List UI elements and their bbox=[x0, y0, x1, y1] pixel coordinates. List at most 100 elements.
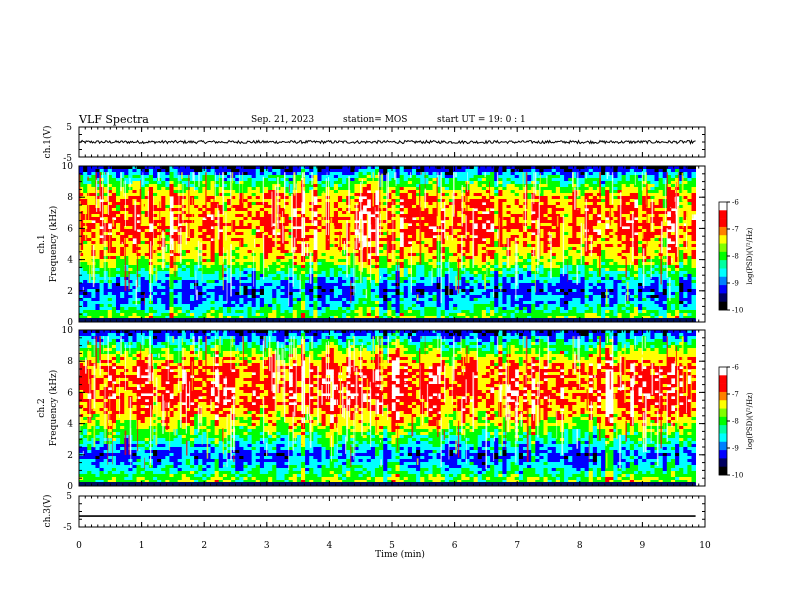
spectrogram-cell bbox=[83, 268, 92, 272]
spectrogram-streak bbox=[346, 220, 348, 278]
spectrogram-cell bbox=[140, 241, 146, 245]
spectrogram-cell bbox=[231, 253, 240, 257]
spectrogram-cell bbox=[116, 178, 121, 182]
spectrogram-cell bbox=[551, 244, 561, 248]
spectrogram-cell bbox=[296, 262, 306, 266]
spectrogram-cell bbox=[679, 241, 684, 245]
spectrogram-cell bbox=[198, 256, 203, 260]
spectrogram-cell bbox=[605, 283, 614, 287]
spectrogram-cell bbox=[321, 295, 327, 299]
spectrogram-cell bbox=[387, 232, 392, 236]
spectrogram-cell bbox=[313, 313, 318, 317]
spectrogram-streak bbox=[294, 174, 296, 188]
spectrogram-streak bbox=[213, 198, 215, 259]
spectrogram-cell bbox=[506, 295, 512, 299]
spectrogram-cell bbox=[140, 268, 146, 272]
spectrogram-cell bbox=[157, 301, 162, 305]
spectrogram-cell bbox=[609, 172, 618, 176]
spectrogram-streak bbox=[461, 235, 463, 270]
spectrogram-cell bbox=[255, 166, 261, 170]
spectrogram-cell bbox=[485, 259, 495, 263]
spectrogram-cell bbox=[666, 217, 676, 221]
spectrogram-cell bbox=[210, 187, 216, 191]
spectrogram-cell bbox=[181, 301, 203, 305]
spectrogram-cell bbox=[152, 301, 158, 305]
spectrogram-streak bbox=[528, 213, 530, 218]
spectrogram-cell bbox=[428, 193, 442, 197]
spectrogram-cell bbox=[165, 280, 170, 284]
spectrogram-cell bbox=[679, 166, 684, 170]
spectrogram-cell bbox=[235, 232, 244, 236]
spectrogram-cell bbox=[116, 247, 121, 251]
spectrogram-cell bbox=[403, 268, 409, 272]
spectrogram-cell bbox=[436, 330, 446, 334]
spectrogram-cell bbox=[679, 235, 684, 239]
spectrogram-cell bbox=[588, 289, 610, 293]
spectrogram-cell bbox=[461, 289, 466, 293]
spectrogram-cell bbox=[407, 262, 417, 266]
spectrogram-cell bbox=[424, 241, 433, 245]
spectrogram-cell bbox=[140, 286, 150, 290]
spectrogram-cell bbox=[580, 229, 586, 233]
spectrogram-cell bbox=[633, 247, 639, 251]
spectrogram-cell bbox=[169, 262, 174, 266]
spectrogram-cell bbox=[387, 208, 401, 212]
spectrogram-cell bbox=[432, 295, 438, 299]
spectrogram-cell bbox=[79, 190, 84, 194]
spectrogram-cell bbox=[181, 295, 191, 299]
spectrogram-cell bbox=[457, 223, 462, 227]
spectrogram-cell bbox=[231, 196, 236, 200]
spectrogram-cell bbox=[498, 241, 503, 245]
spectrogram-cell bbox=[490, 220, 495, 224]
spectrogram-cell bbox=[601, 169, 606, 173]
spectrogram-cell bbox=[527, 253, 532, 257]
spectrogram-cell bbox=[79, 244, 84, 248]
spectrogram-cell bbox=[617, 310, 627, 314]
spectrogram-cell bbox=[152, 292, 158, 296]
spectrogram-cell bbox=[99, 214, 117, 218]
spectrogram-cell bbox=[387, 301, 392, 305]
spectrogram-cell bbox=[485, 286, 495, 290]
spectrogram-cell bbox=[670, 292, 676, 296]
spectrogram-cell bbox=[555, 226, 561, 230]
spectrogram-cell bbox=[527, 274, 532, 278]
spectrogram-cell bbox=[613, 232, 635, 236]
spectrogram-cell bbox=[485, 268, 491, 272]
spectrogram-cell bbox=[103, 262, 109, 266]
spectrogram-cell bbox=[206, 169, 211, 173]
spectrogram-cell bbox=[457, 238, 483, 242]
spectrogram-cell bbox=[305, 283, 314, 287]
spectrogram-cell bbox=[383, 190, 388, 194]
spectrogram-cell bbox=[144, 298, 154, 302]
spectrogram-cell bbox=[629, 304, 635, 308]
spectrogram-cell bbox=[173, 205, 183, 209]
spectrogram-cell bbox=[317, 283, 343, 287]
spectrogram-cell bbox=[584, 298, 590, 302]
spectrogram-cell bbox=[485, 241, 491, 245]
spectrogram-cell bbox=[444, 238, 458, 242]
spectrogram-cell bbox=[83, 310, 109, 314]
spectrogram-cell bbox=[177, 184, 183, 188]
spectrogram-cell bbox=[473, 250, 479, 254]
spectrogram-cell bbox=[531, 307, 536, 311]
spectrogram-cell bbox=[654, 208, 668, 212]
spectrogram-streak bbox=[179, 227, 182, 264]
spectrogram-cell bbox=[588, 307, 594, 311]
spectrogram-streak bbox=[302, 173, 303, 234]
spectrogram-cell bbox=[436, 199, 442, 203]
spectrogram-cell bbox=[485, 226, 491, 230]
spectrogram-streak bbox=[370, 224, 372, 283]
spectrogram-cell bbox=[440, 292, 446, 296]
spectrogram-cell bbox=[551, 211, 557, 215]
spectrogram-cell bbox=[564, 196, 569, 200]
spectrogram-cell bbox=[576, 310, 586, 314]
spectrogram-cell bbox=[120, 205, 125, 209]
spectrogram-streak bbox=[161, 246, 163, 250]
spectrogram-cell bbox=[87, 241, 92, 245]
spectrogram-cell bbox=[613, 283, 618, 287]
spectrogram-cell bbox=[481, 292, 491, 296]
spectrogram-cell bbox=[173, 181, 183, 185]
spectrogram-cell bbox=[666, 283, 672, 287]
spectrogram-cell bbox=[687, 178, 692, 182]
